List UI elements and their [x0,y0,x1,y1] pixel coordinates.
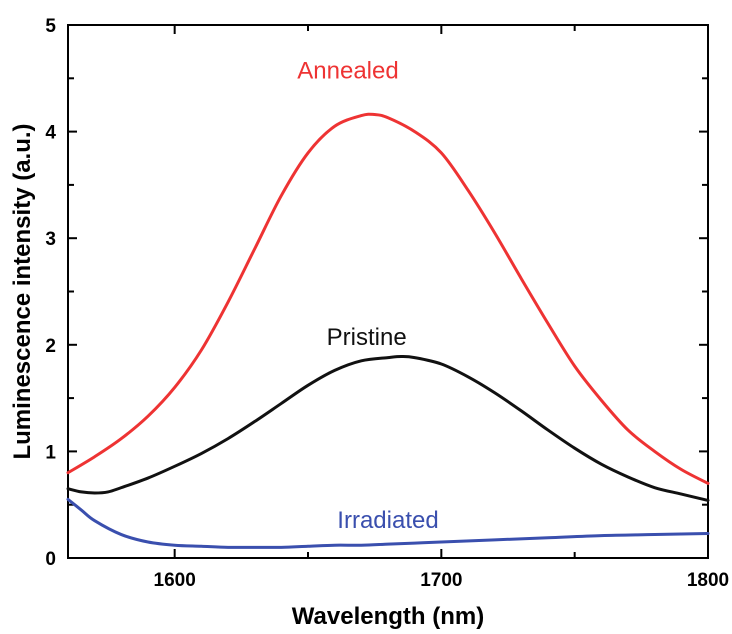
y-tick-label: 3 [45,229,56,250]
y-tick-label: 2 [45,336,56,357]
x-tick-label: 1700 [420,570,462,591]
series-label-pristine: Pristine [327,324,407,351]
y-tick-label: 4 [45,123,56,144]
y-tick-label: 1 [45,442,56,463]
x-tick-label: 1600 [154,570,196,591]
plot-area: 1600 1700 1800 0 1 2 3 4 5 Wavelength (nm) Lumines… [9,16,729,630]
y-axis-title: Luminescence intensity (a.u.) [9,123,36,459]
series-line-annealed [66,112,710,485]
plot-frame [67,24,709,559]
series-line-irradiated [66,497,710,549]
series-label-annealed: Annealed [297,57,398,84]
series-line-pristine [66,355,710,502]
x-tick-label: 1800 [687,570,729,591]
x-axis-title: Wavelength (nm) [292,603,484,630]
y-tick-label: 0 [45,549,56,570]
y-tick-label: 5 [45,16,56,37]
series-label-irradiated: Irradiated [337,507,438,534]
